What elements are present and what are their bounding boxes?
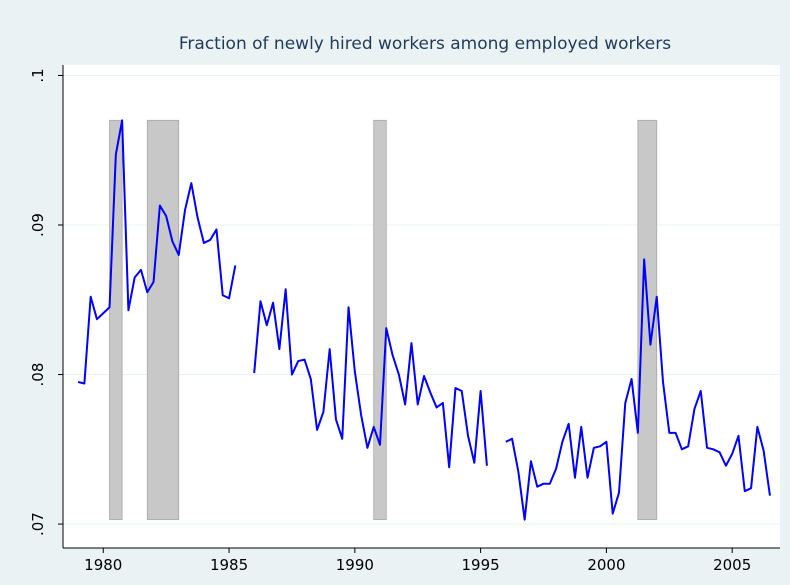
recession-band <box>146 119 180 520</box>
chart-title: Fraction of newly hired workers among em… <box>179 34 671 54</box>
x-tick-label: 1990 <box>336 556 374 574</box>
recession-band <box>373 119 387 520</box>
x-tick-label: 2000 <box>587 556 625 574</box>
recession-band <box>109 119 123 520</box>
y-tick-label: .09 <box>29 213 47 237</box>
y-tick-label: .08 <box>29 363 47 387</box>
x-tick-label: 1985 <box>210 556 248 574</box>
y-tick-label: .1 <box>29 68 47 82</box>
plot-area <box>63 65 780 548</box>
x-tick-label: 1980 <box>84 556 122 574</box>
y-tick-label: .07 <box>29 512 47 536</box>
data-line <box>77 119 771 521</box>
recession-band <box>637 119 658 520</box>
x-tick-label: 1995 <box>462 556 500 574</box>
x-tick-label: 2005 <box>713 556 751 574</box>
